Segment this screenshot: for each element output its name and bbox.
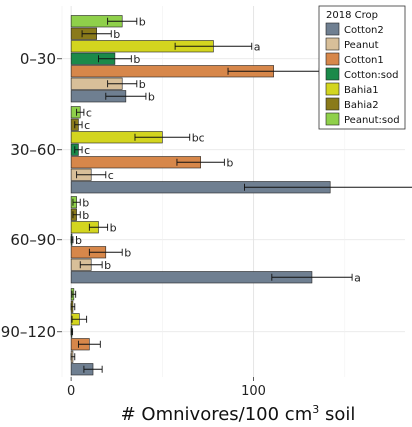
legend-items: Cotton2 Peanut Cotton1 Cotton:sod Bahia1 Bahi…	[325, 22, 400, 126]
legend-label-cotton2: Cotton2	[344, 25, 384, 36]
legend-swatch-cotton1	[325, 52, 340, 66]
significance-letter: b	[133, 53, 140, 66]
significance-letter: b	[75, 234, 82, 247]
legend-swatch-bahia1	[325, 82, 340, 96]
legend-swatch-bahia2	[325, 97, 340, 111]
legend-label-peanut: Peanut	[344, 40, 379, 51]
significance-letter: c	[108, 169, 114, 182]
significance-letter: b	[104, 259, 111, 272]
significance-letter: b	[124, 246, 131, 259]
significance-letter: a	[354, 271, 361, 284]
y-tick-label: 60–90	[10, 231, 56, 249]
legend-title: 2018 Crop	[326, 10, 378, 21]
legend-swatch-cotton-sod	[325, 67, 340, 81]
significance-letter: c	[86, 106, 92, 119]
significance-letter: b	[82, 209, 89, 222]
legend-label-bahia1: Bahia1	[344, 85, 379, 96]
y-tick-label: 0–30	[20, 50, 56, 68]
legend-swatch-peanut-sod	[325, 112, 340, 126]
x-tick-label: 0	[67, 384, 75, 399]
x-tick-labels: 0 100	[67, 377, 266, 399]
bars-layer	[70, 15, 412, 376]
legend-swatch-cotton2	[325, 22, 340, 36]
legend: 2018 Crop Cotton2 Peanut Cotton1 Cotton:sod…	[318, 5, 406, 130]
y-tick-labels: 0–30 30–60 60–90 90–120	[1, 50, 62, 341]
legend-label-peanut-sod: Peanut:sod	[344, 115, 400, 126]
significance-letter: b	[226, 156, 233, 169]
legend-label-cotton1: Cotton1	[344, 55, 384, 66]
legend-label-bahia2: Bahia2	[344, 100, 379, 111]
significance-letter: b	[110, 221, 117, 234]
y-tick-label: 30–60	[10, 141, 56, 159]
significance-letter: c	[84, 119, 90, 132]
significance-letter: bc	[192, 131, 205, 144]
significance-letter: a	[254, 40, 261, 53]
significance-letter: b	[139, 78, 146, 91]
x-tick-label: 100	[241, 384, 266, 399]
significance-letter: b	[82, 196, 89, 209]
x-axis-title: # Omnivores/100 cm3 soil	[121, 403, 356, 425]
legend-label-cotton-sod: Cotton:sod	[344, 70, 398, 81]
significance-letter: b	[148, 90, 155, 103]
y-tick-label: 90–120	[1, 323, 56, 341]
significance-letter: b	[113, 28, 120, 41]
legend-swatch-peanut	[325, 37, 340, 51]
significance-letter: b	[139, 15, 146, 28]
significance-letter: c	[84, 144, 90, 157]
